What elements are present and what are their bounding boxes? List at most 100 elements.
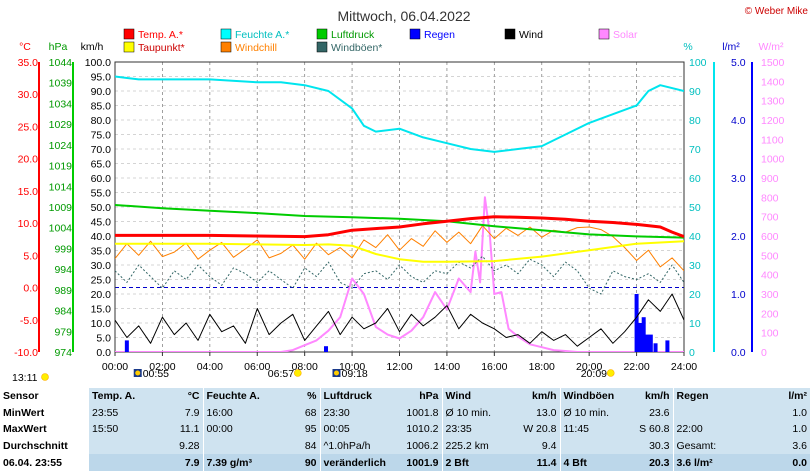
series-tempa bbox=[115, 215, 684, 239]
tick-wind: 5.0 bbox=[96, 333, 111, 345]
stats-cell: 23:30 bbox=[319, 404, 400, 422]
legend-swatch bbox=[123, 41, 135, 53]
stats-cell: 11:45 bbox=[559, 421, 628, 438]
stats-cell bbox=[89, 454, 157, 471]
stats-cell: 23.6 bbox=[628, 404, 673, 422]
stats-header: Feuchte A. bbox=[202, 388, 275, 405]
chart-title: Mittwoch, 06.04.2022 bbox=[337, 8, 470, 24]
stats-cell: 95 bbox=[275, 421, 320, 438]
tick-temp: -5.0 bbox=[20, 315, 38, 327]
x-tick-label: 10:00 bbox=[339, 361, 365, 373]
unit-press: hPa bbox=[49, 41, 68, 53]
tick-solar: 600 bbox=[761, 231, 779, 243]
legend-label: Windchill bbox=[235, 42, 277, 54]
unit-wind: km/h bbox=[81, 41, 104, 53]
tick-solar: 1300 bbox=[761, 96, 785, 108]
series-solar bbox=[115, 196, 684, 352]
tick-temp: 20.0 bbox=[18, 154, 39, 166]
tick-wind: 50.0 bbox=[91, 202, 112, 214]
tick-wind: 40.0 bbox=[91, 231, 112, 243]
stats-cell: 7.9 bbox=[157, 454, 203, 471]
tick-pressure: 1014 bbox=[49, 181, 73, 193]
stats-table: Sensor Temp. A. °C Feuchte A.% Luftdruck hPa W… bbox=[0, 388, 810, 471]
x-tick-label: 14:00 bbox=[434, 361, 460, 373]
unit-rain: l/m² bbox=[722, 41, 740, 53]
legend-swatch bbox=[220, 41, 232, 53]
tick-wind: 25.0 bbox=[91, 275, 112, 287]
series-windböen bbox=[115, 255, 684, 295]
tick-temp: 35.0 bbox=[18, 57, 39, 69]
tick-solar: 1200 bbox=[761, 115, 785, 127]
stats-cell: 2 Bft bbox=[441, 454, 510, 471]
below-axis-marks: 00:55 06:57 09:18 20:09 13:11 bbox=[12, 368, 615, 384]
rain-bar bbox=[645, 334, 650, 352]
legend-swatch bbox=[220, 28, 232, 40]
stats-cell: 84 bbox=[275, 437, 320, 455]
unit-hum: % bbox=[683, 41, 692, 53]
stats-cell: 1001.9 bbox=[400, 454, 442, 471]
tick-rain: 2.0 bbox=[731, 231, 746, 243]
legend-label: Luftdruck bbox=[331, 29, 375, 41]
tick-humidity: 90 bbox=[689, 86, 701, 98]
stats-cell: 00:00 bbox=[202, 421, 275, 438]
mark-time: 00:55 bbox=[143, 368, 169, 380]
stats-header: Windböen bbox=[559, 388, 628, 405]
legend-label: Windböen* bbox=[331, 42, 382, 54]
stats-cell: W 20.8 bbox=[510, 421, 560, 438]
rain-bar bbox=[648, 334, 653, 352]
legend-label: Solar bbox=[613, 29, 638, 41]
stats-header: km/h bbox=[628, 388, 673, 405]
tick-solar: 200 bbox=[761, 308, 779, 320]
legend-swatch bbox=[409, 28, 421, 40]
legend: Temp. A.* Feuchte A.* Luftdruck Regen Wind So… bbox=[123, 28, 638, 54]
tick-pressure: 1009 bbox=[49, 202, 73, 214]
tick-wind: 95.0 bbox=[91, 72, 112, 84]
tick-temp: 5.0 bbox=[23, 250, 38, 262]
stats-row-label: 06.04. 23:55 bbox=[0, 454, 89, 471]
stats-header: Luftdruck bbox=[319, 388, 400, 405]
stats-cell: 1.0 bbox=[748, 404, 810, 422]
stats-cell: 13.0 bbox=[510, 404, 560, 422]
legend-swatch bbox=[316, 41, 328, 53]
legend-label: Wind bbox=[519, 29, 543, 41]
stats-cell: 11.4 bbox=[510, 454, 560, 471]
tick-pressure: 1019 bbox=[49, 161, 73, 173]
stats-cell: 9.28 bbox=[157, 437, 203, 455]
bottom-left-time: 13:11 bbox=[12, 372, 38, 384]
tick-wind: 70.0 bbox=[91, 144, 112, 156]
weather-chart: Mittwoch, 06.04.2022 © Weber Mike Temp. … bbox=[12, 6, 808, 384]
tick-solar: 700 bbox=[761, 212, 779, 224]
series-windchill bbox=[115, 225, 684, 272]
tick-humidity: 100 bbox=[689, 57, 707, 69]
plot-area bbox=[115, 75, 684, 352]
rain-bar bbox=[653, 343, 658, 352]
stats-header: Regen bbox=[672, 388, 748, 405]
sun-icon bbox=[41, 373, 49, 381]
stats-cell: 1.0 bbox=[748, 421, 810, 438]
axis-units: °C hPa km/h% l/m² W/m² bbox=[19, 41, 784, 53]
stats-cell: 225.2 km bbox=[441, 437, 510, 455]
stats-row-label: MaxWert bbox=[0, 421, 89, 438]
tick-rain: 5.0 bbox=[731, 57, 746, 69]
x-tick-label: 18:00 bbox=[529, 361, 555, 373]
tick-rain: 4.0 bbox=[731, 115, 746, 127]
tick-temp: -10.0 bbox=[14, 347, 38, 359]
x-tick-label: 00:00 bbox=[102, 361, 128, 373]
stats-cell: Ø 10 min. bbox=[441, 404, 510, 422]
stats-cell bbox=[672, 404, 748, 422]
x-tick-label: 06:00 bbox=[244, 361, 270, 373]
sun-icon bbox=[606, 369, 615, 377]
tick-wind: 45.0 bbox=[91, 217, 112, 229]
unit-temp: °C bbox=[19, 41, 31, 53]
stats-cell: 00:05 bbox=[319, 421, 400, 438]
tick-pressure: 1034 bbox=[49, 98, 73, 110]
stats-header: % bbox=[275, 388, 320, 405]
sun-icon bbox=[293, 369, 302, 377]
series-luftdruck bbox=[115, 204, 684, 239]
x-tick-label: 22:00 bbox=[623, 361, 649, 373]
tick-pressure: 984 bbox=[54, 306, 72, 318]
stats-cell: 9.4 bbox=[510, 437, 560, 455]
tick-rain: 1.0 bbox=[731, 289, 746, 301]
tick-solar: 1500 bbox=[761, 57, 785, 69]
tick-rain: 3.0 bbox=[731, 173, 746, 185]
